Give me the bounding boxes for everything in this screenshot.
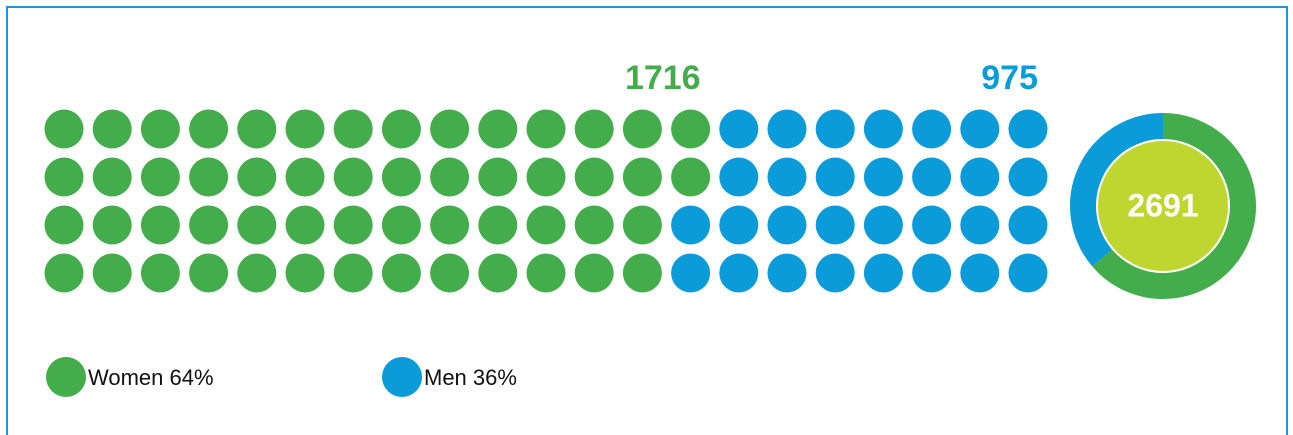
dot bbox=[285, 253, 325, 293]
dot bbox=[622, 157, 662, 197]
dot bbox=[430, 253, 470, 293]
dot bbox=[815, 109, 855, 149]
dot bbox=[863, 205, 903, 245]
total-label: 2691 bbox=[1127, 187, 1198, 223]
dot bbox=[381, 205, 421, 245]
dot bbox=[140, 253, 180, 293]
dot bbox=[237, 253, 277, 293]
dot bbox=[815, 157, 855, 197]
dot bbox=[189, 157, 229, 197]
dot bbox=[912, 157, 952, 197]
dot bbox=[430, 157, 470, 197]
dot bbox=[430, 205, 470, 245]
dot bbox=[285, 109, 325, 149]
dot bbox=[671, 157, 711, 197]
dot bbox=[671, 109, 711, 149]
dot bbox=[912, 109, 952, 149]
dot bbox=[815, 205, 855, 245]
dot bbox=[960, 253, 1000, 293]
dot bbox=[526, 205, 566, 245]
dot bbox=[333, 157, 373, 197]
dot bbox=[622, 253, 662, 293]
dot bbox=[44, 109, 84, 149]
dot bbox=[140, 157, 180, 197]
dot bbox=[1008, 205, 1048, 245]
dot bbox=[333, 205, 373, 245]
dot bbox=[912, 205, 952, 245]
dot bbox=[767, 109, 807, 149]
dot bbox=[863, 253, 903, 293]
dot bbox=[44, 253, 84, 293]
dot bbox=[92, 253, 132, 293]
frame bbox=[6, 6, 1288, 435]
dot bbox=[960, 157, 1000, 197]
dot bbox=[574, 205, 614, 245]
dot bbox=[189, 205, 229, 245]
dot bbox=[237, 205, 277, 245]
dot bbox=[478, 253, 518, 293]
dot bbox=[622, 109, 662, 149]
dot bbox=[767, 253, 807, 293]
dot bbox=[44, 157, 84, 197]
dot bbox=[574, 109, 614, 149]
dot bbox=[1008, 253, 1048, 293]
dot bbox=[1008, 157, 1048, 197]
donut-arc bbox=[1070, 113, 1164, 267]
dot bbox=[526, 253, 566, 293]
dot bbox=[478, 205, 518, 245]
dot bbox=[140, 205, 180, 245]
dot bbox=[381, 157, 421, 197]
dot bbox=[333, 109, 373, 149]
dot bbox=[189, 109, 229, 149]
dot bbox=[381, 253, 421, 293]
dot bbox=[767, 205, 807, 245]
dot bbox=[237, 157, 277, 197]
dot bbox=[285, 205, 325, 245]
dot bbox=[671, 205, 711, 245]
dot bbox=[719, 205, 759, 245]
dot bbox=[285, 157, 325, 197]
dot bbox=[622, 205, 662, 245]
dot bbox=[237, 109, 277, 149]
donut-arc bbox=[1092, 113, 1256, 299]
dot bbox=[140, 109, 180, 149]
dot bbox=[863, 109, 903, 149]
count-label: 1716 bbox=[625, 59, 701, 97]
dot bbox=[430, 109, 470, 149]
dot bbox=[526, 157, 566, 197]
count-label: 975 bbox=[981, 59, 1038, 97]
dot bbox=[92, 109, 132, 149]
legend-swatch bbox=[382, 357, 422, 397]
dot bbox=[671, 253, 711, 293]
dot bbox=[815, 253, 855, 293]
dot bbox=[719, 253, 759, 293]
legend-swatch bbox=[46, 357, 86, 397]
dot bbox=[381, 109, 421, 149]
dot bbox=[574, 157, 614, 197]
dot bbox=[719, 109, 759, 149]
dot bbox=[478, 157, 518, 197]
dot bbox=[960, 205, 1000, 245]
dot bbox=[719, 157, 759, 197]
dot bbox=[863, 157, 903, 197]
dot bbox=[92, 205, 132, 245]
dot bbox=[767, 157, 807, 197]
dot bbox=[189, 253, 229, 293]
dot bbox=[526, 109, 566, 149]
dot bbox=[478, 109, 518, 149]
dot bbox=[44, 205, 84, 245]
legend-label: Women 64% bbox=[88, 365, 214, 390]
dot bbox=[960, 109, 1000, 149]
dot bbox=[912, 253, 952, 293]
donut-center bbox=[1098, 141, 1228, 271]
legend-label: Men 36% bbox=[424, 365, 517, 390]
dot bbox=[1008, 109, 1048, 149]
dot bbox=[574, 253, 614, 293]
dot bbox=[333, 253, 373, 293]
dot bbox=[92, 157, 132, 197]
